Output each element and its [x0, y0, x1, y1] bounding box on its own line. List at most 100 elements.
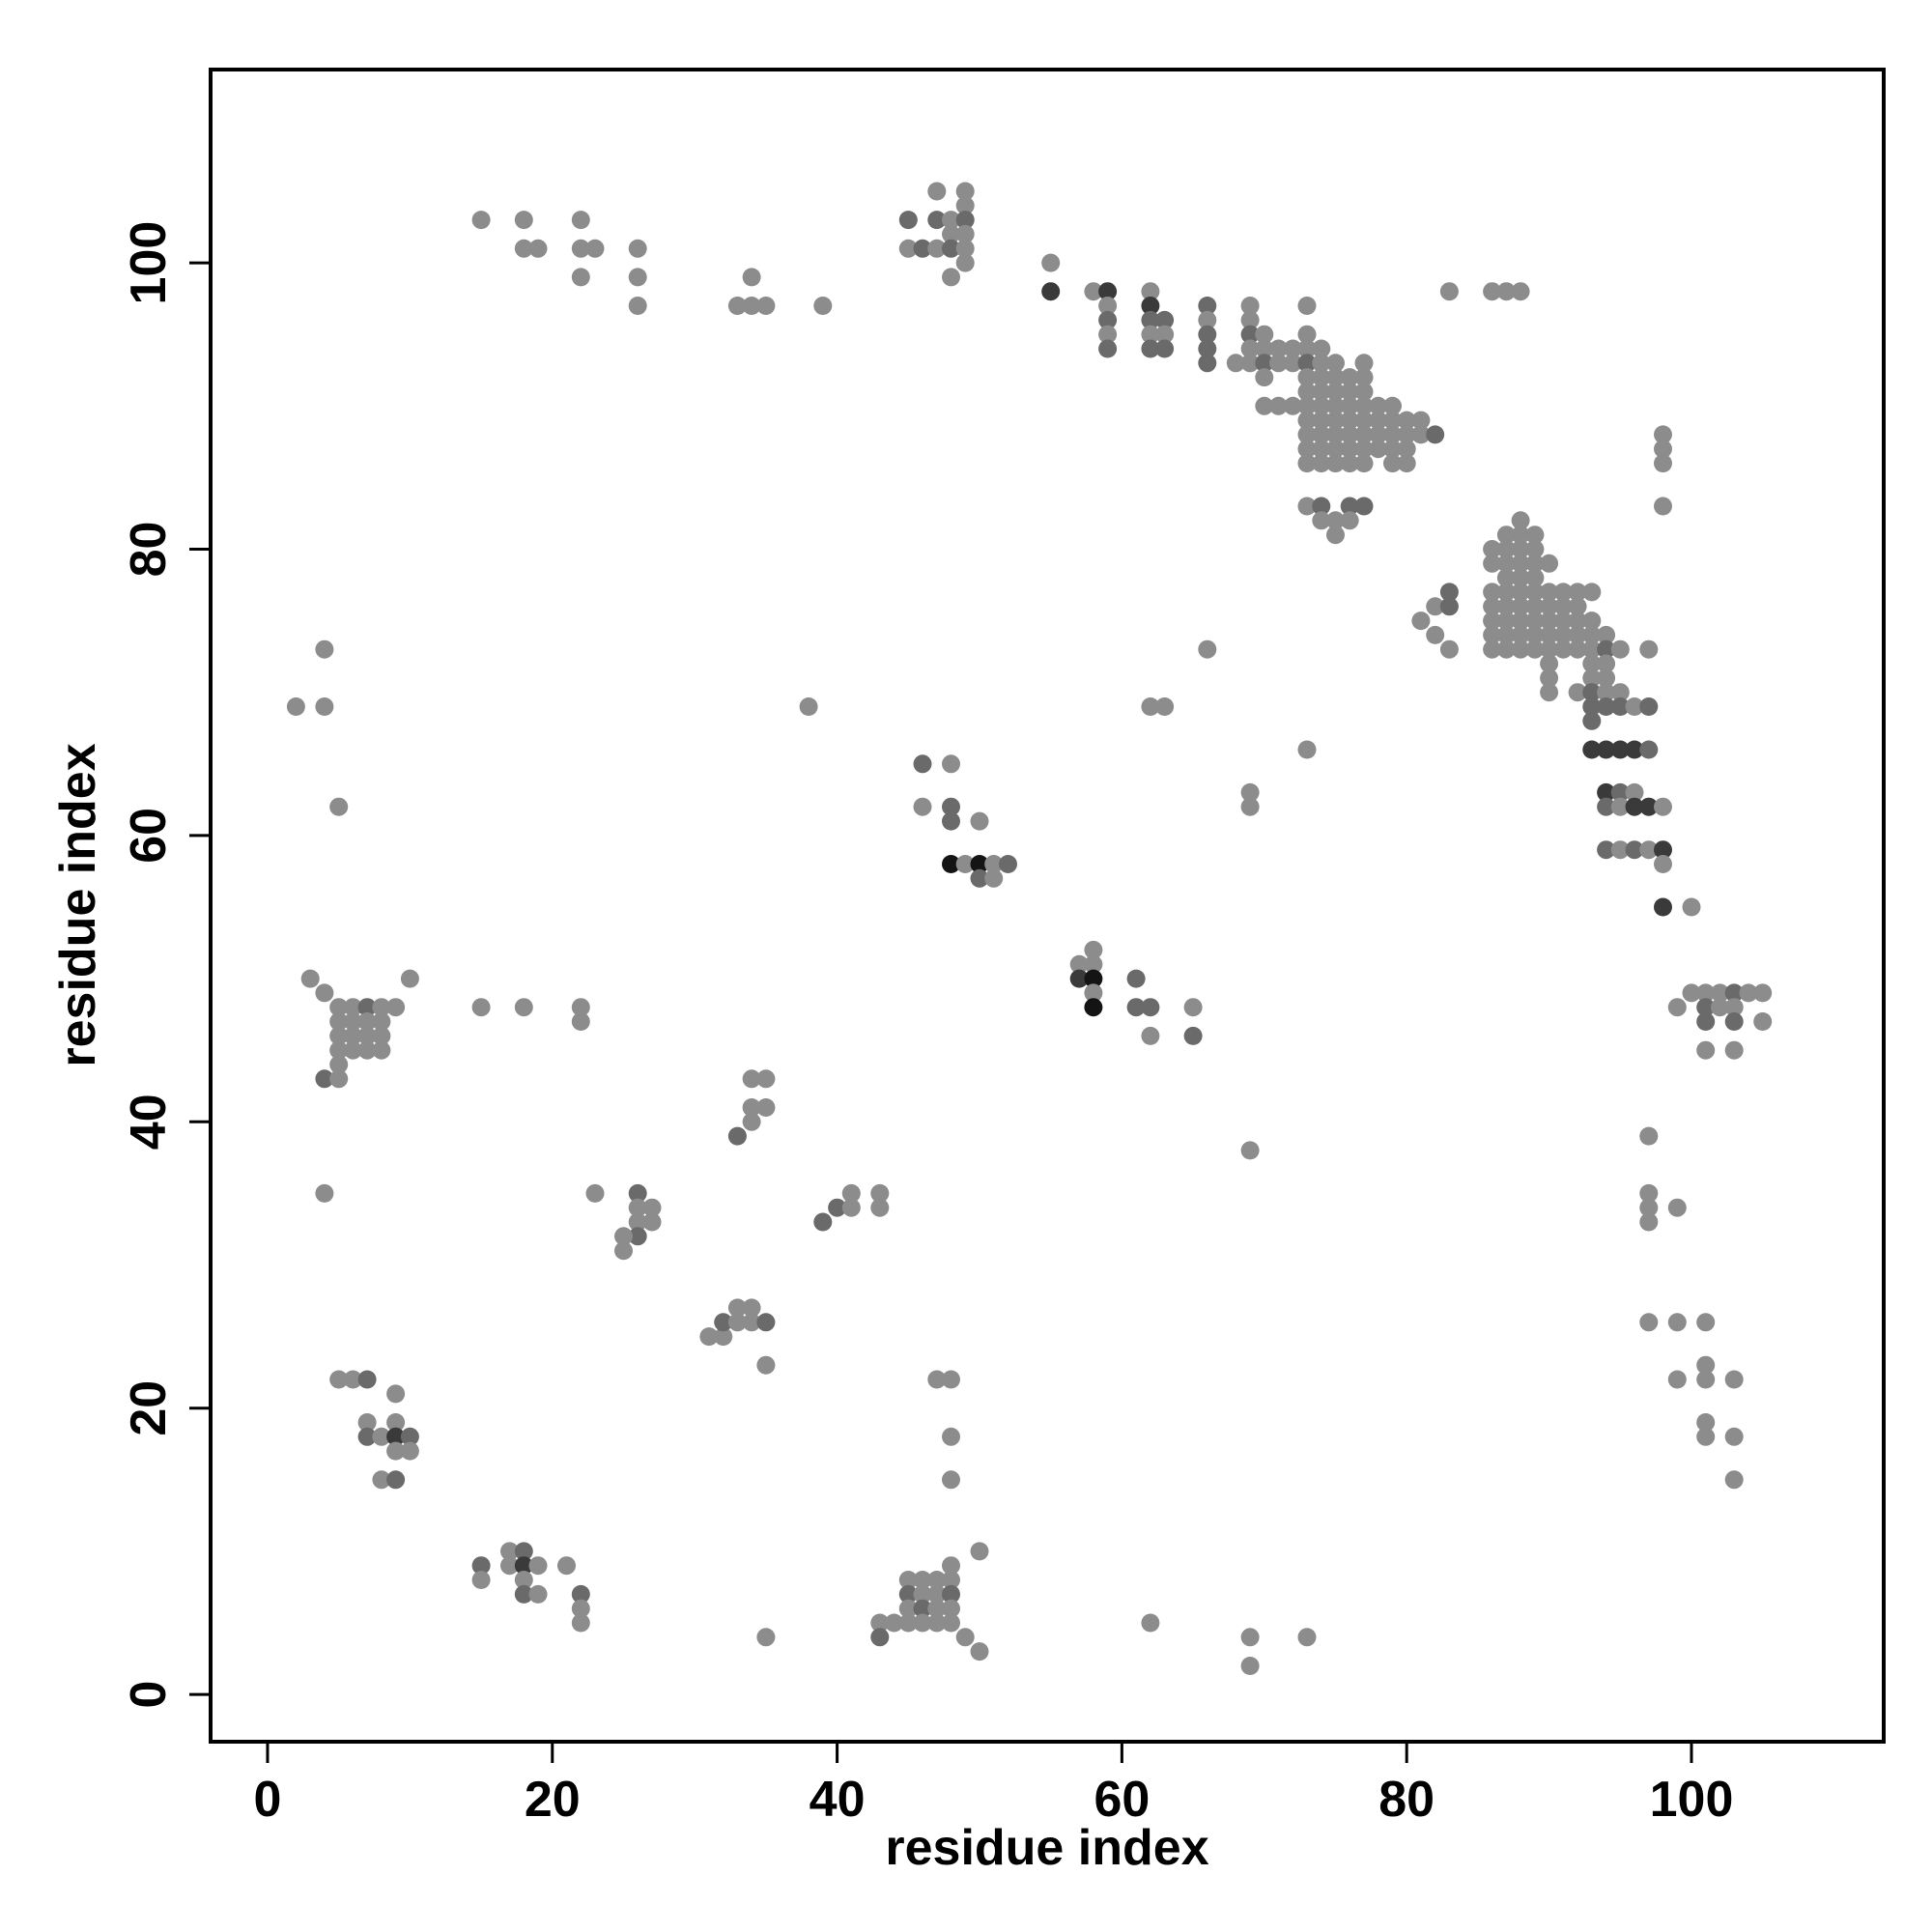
- data-point-191: [1540, 683, 1559, 702]
- data-point-241: [1654, 440, 1672, 459]
- data-point-74: [1297, 368, 1317, 387]
- data-point-166: [1511, 540, 1530, 558]
- data-point-336: [628, 1183, 647, 1203]
- data-point-84: [1312, 368, 1331, 387]
- data-point-197: [1568, 582, 1587, 602]
- data-point-193: [1553, 597, 1573, 616]
- data-point-236: [1639, 697, 1659, 716]
- data-point-244: [1654, 797, 1672, 816]
- data-point-415: [913, 1571, 932, 1589]
- data-point-310: [514, 998, 533, 1017]
- data-point-366: [1696, 1313, 1716, 1332]
- data-point-85: [1312, 383, 1331, 401]
- data-point-152: [1483, 611, 1502, 631]
- x-axis-label: residue index: [885, 1820, 1208, 1876]
- data-point-201: [1568, 639, 1587, 659]
- data-point-66: [1269, 396, 1288, 415]
- data-point-211: [1582, 711, 1602, 730]
- data-point-107: [1340, 425, 1359, 444]
- data-point-428: [955, 1628, 975, 1647]
- data-point-138: [1439, 282, 1459, 301]
- data-point-114: [1354, 383, 1374, 401]
- data-point-198: [1568, 597, 1587, 616]
- data-point-229: [1610, 840, 1630, 860]
- data-point-207: [1582, 654, 1602, 673]
- data-point-283: [1240, 782, 1260, 802]
- data-point-364: [1639, 1313, 1659, 1332]
- data-point-151: [1483, 597, 1502, 616]
- data-point-206: [1582, 639, 1602, 659]
- data-point-313: [1667, 998, 1687, 1017]
- data-point-385: [400, 1427, 419, 1446]
- data-point-264: [984, 855, 1004, 873]
- data-point-89: [1312, 440, 1331, 459]
- data-point-33: [1041, 282, 1061, 301]
- data-point-181: [1525, 625, 1545, 644]
- y-axis-label: residue index: [50, 743, 106, 1066]
- data-point-222: [1597, 840, 1616, 860]
- data-points: [286, 182, 1773, 1675]
- data-point-410: [885, 1613, 903, 1633]
- data-point-306: [329, 1055, 349, 1074]
- data-point-216: [1597, 668, 1616, 688]
- data-point-120: [1354, 497, 1374, 516]
- data-point-124: [1369, 440, 1388, 459]
- data-point-325: [1739, 983, 1758, 1003]
- data-point-129: [1383, 454, 1402, 473]
- data-point-189: [1540, 654, 1559, 673]
- data-point-378: [357, 1413, 377, 1432]
- data-point-119: [1354, 454, 1374, 473]
- data-point-402: [528, 1584, 548, 1604]
- y-tick-label-100: 100: [121, 221, 177, 305]
- data-point-391: [942, 1427, 960, 1446]
- data-point-4: [571, 211, 590, 230]
- data-point-373: [1724, 1427, 1744, 1446]
- data-point-239: [1639, 840, 1659, 860]
- data-point-153: [1483, 625, 1502, 644]
- data-point-354: [1667, 1198, 1687, 1217]
- data-point-139: [1483, 282, 1502, 301]
- data-point-128: [1383, 440, 1402, 459]
- data-point-14: [742, 268, 761, 287]
- data-point-12: [742, 297, 761, 315]
- data-point-320: [1711, 998, 1729, 1017]
- data-point-63: [1255, 396, 1274, 415]
- data-point-158: [1496, 568, 1516, 587]
- data-point-146: [1439, 597, 1459, 616]
- data-point-91: [1312, 497, 1331, 516]
- data-point-251: [315, 697, 334, 716]
- data-point-294: [329, 1012, 349, 1031]
- data-point-301: [372, 1026, 391, 1045]
- data-point-30: [955, 239, 975, 258]
- data-point-328: [742, 1069, 761, 1089]
- data-point-96: [1326, 396, 1345, 415]
- data-point-256: [913, 797, 932, 816]
- data-point-368: [1696, 1370, 1716, 1389]
- data-point-433: [1240, 1657, 1260, 1675]
- data-point-425: [942, 1584, 960, 1604]
- data-point-80: [1297, 454, 1317, 473]
- data-point-252: [329, 797, 349, 816]
- x-tick-label-0: 0: [254, 1772, 282, 1828]
- data-point-53: [1226, 354, 1245, 373]
- data-point-20: [927, 211, 947, 230]
- data-point-304: [357, 1040, 377, 1060]
- data-point-150: [1483, 582, 1502, 602]
- data-point-6: [585, 239, 605, 258]
- data-point-192: [1553, 582, 1573, 602]
- data-point-341: [628, 1227, 647, 1246]
- data-point-105: [1340, 396, 1359, 415]
- y-tick-label-80: 80: [121, 522, 177, 578]
- data-point-372: [1696, 1427, 1716, 1446]
- data-point-28: [955, 211, 975, 230]
- data-point-261: [955, 855, 975, 873]
- data-point-430: [970, 1642, 989, 1662]
- data-point-403: [557, 1556, 576, 1576]
- data-point-333: [727, 1126, 747, 1146]
- data-point-260: [942, 855, 960, 873]
- data-point-165: [1511, 526, 1530, 545]
- data-point-300: [357, 1026, 377, 1045]
- data-point-272: [1084, 983, 1103, 1003]
- data-point-332: [742, 1112, 761, 1131]
- data-point-382: [386, 1413, 406, 1432]
